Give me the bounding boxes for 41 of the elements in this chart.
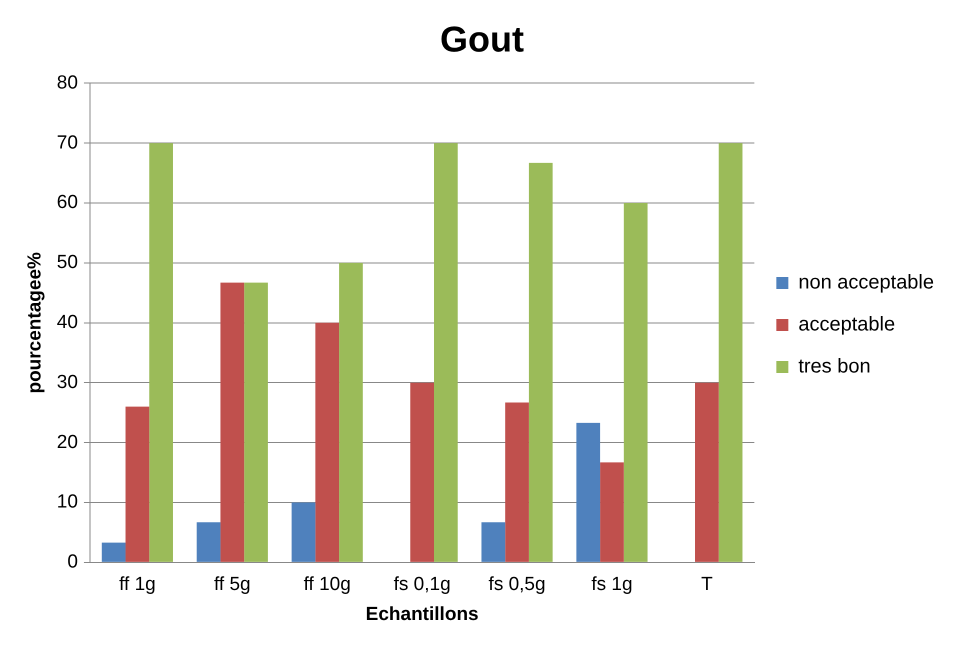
chart-title: Gout	[440, 18, 524, 60]
x-tick-label: T	[701, 574, 714, 596]
bar	[695, 382, 719, 562]
bar	[576, 422, 600, 562]
bar	[624, 203, 648, 562]
y-tick-label: 10	[56, 492, 78, 513]
y-tick-label: 40	[56, 312, 78, 334]
bar	[244, 282, 268, 562]
legend-label: tres bon	[798, 356, 871, 378]
y-tick-label: 60	[56, 192, 78, 214]
x-tick-label: fs 1g	[591, 574, 633, 596]
bar	[718, 143, 742, 562]
y-tick-label: 30	[56, 372, 78, 393]
bar	[149, 143, 173, 562]
bar	[410, 382, 434, 562]
bar	[481, 522, 506, 562]
x-axis-title: Echantillons	[366, 604, 479, 625]
y-tick-label: 20	[56, 432, 78, 453]
x-tick-label: ff 5g	[214, 574, 251, 596]
y-tick-label: 0	[67, 552, 78, 573]
bar	[315, 322, 340, 562]
y-tick-label: 50	[56, 252, 78, 274]
legend-label: acceptable	[798, 314, 896, 336]
bar	[102, 542, 126, 562]
bar	[292, 502, 316, 562]
y-tick-label: 70	[56, 132, 78, 154]
bar	[126, 406, 150, 562]
y-tick-label: 80	[56, 72, 78, 94]
x-tick-label: ff 10g	[304, 574, 351, 596]
bar	[600, 462, 624, 562]
x-tick-label: fs 0,1g	[394, 574, 451, 596]
bar	[505, 402, 529, 562]
y-axis-title: pourcentagee%	[24, 252, 46, 394]
bar	[196, 522, 220, 562]
bar	[434, 143, 458, 562]
bar	[528, 162, 553, 562]
x-tick-label: fs 0,5g	[488, 574, 546, 596]
legend-label: non acceptable	[798, 272, 934, 294]
x-tick-label: ff 1g	[119, 574, 156, 596]
bar	[339, 262, 363, 562]
bar	[220, 282, 244, 562]
